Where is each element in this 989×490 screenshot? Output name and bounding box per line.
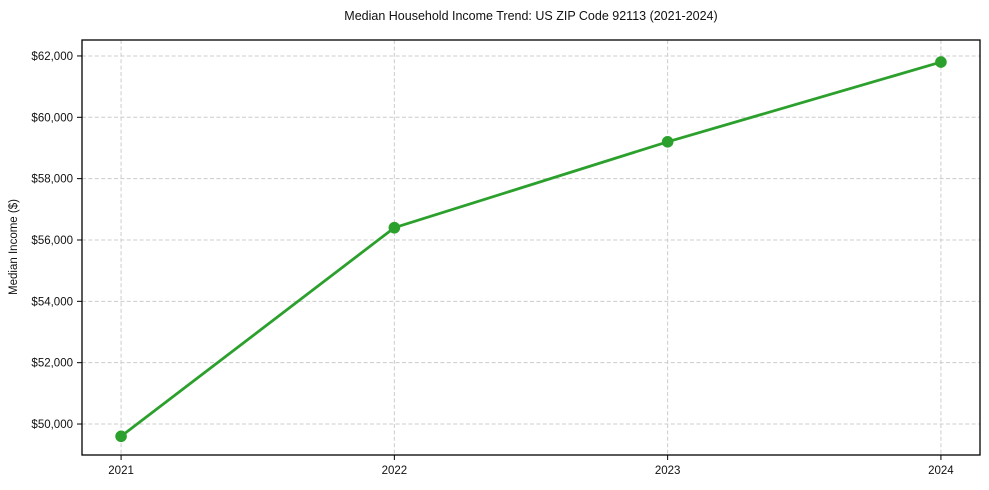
data-point-2024: [935, 56, 947, 68]
plot-frame: [81, 39, 981, 456]
x-tick-label: 2021: [108, 465, 134, 477]
y-tick-label: $50,000: [31, 419, 73, 431]
y-tick-label: $54,000: [31, 296, 73, 308]
data-point-2023: [661, 136, 674, 148]
data-point-2022: [388, 221, 401, 234]
data-point-2021: [115, 430, 127, 443]
x-tick-label: 2022: [382, 465, 408, 477]
trend-line: [119, 60, 943, 438]
y-tick-label: $56,000: [31, 235, 73, 247]
chart-title: Median Household Income Trend: US ZIP Co…: [344, 9, 718, 23]
y-tick-label: $60,000: [31, 112, 73, 124]
x-tick-label: 2023: [655, 465, 681, 477]
y-tick-label: $58,000: [31, 174, 73, 186]
y-tick-label: $62,000: [31, 51, 73, 63]
y-tick-label: $52,000: [31, 358, 73, 370]
x-tick-label: 2024: [928, 465, 954, 477]
